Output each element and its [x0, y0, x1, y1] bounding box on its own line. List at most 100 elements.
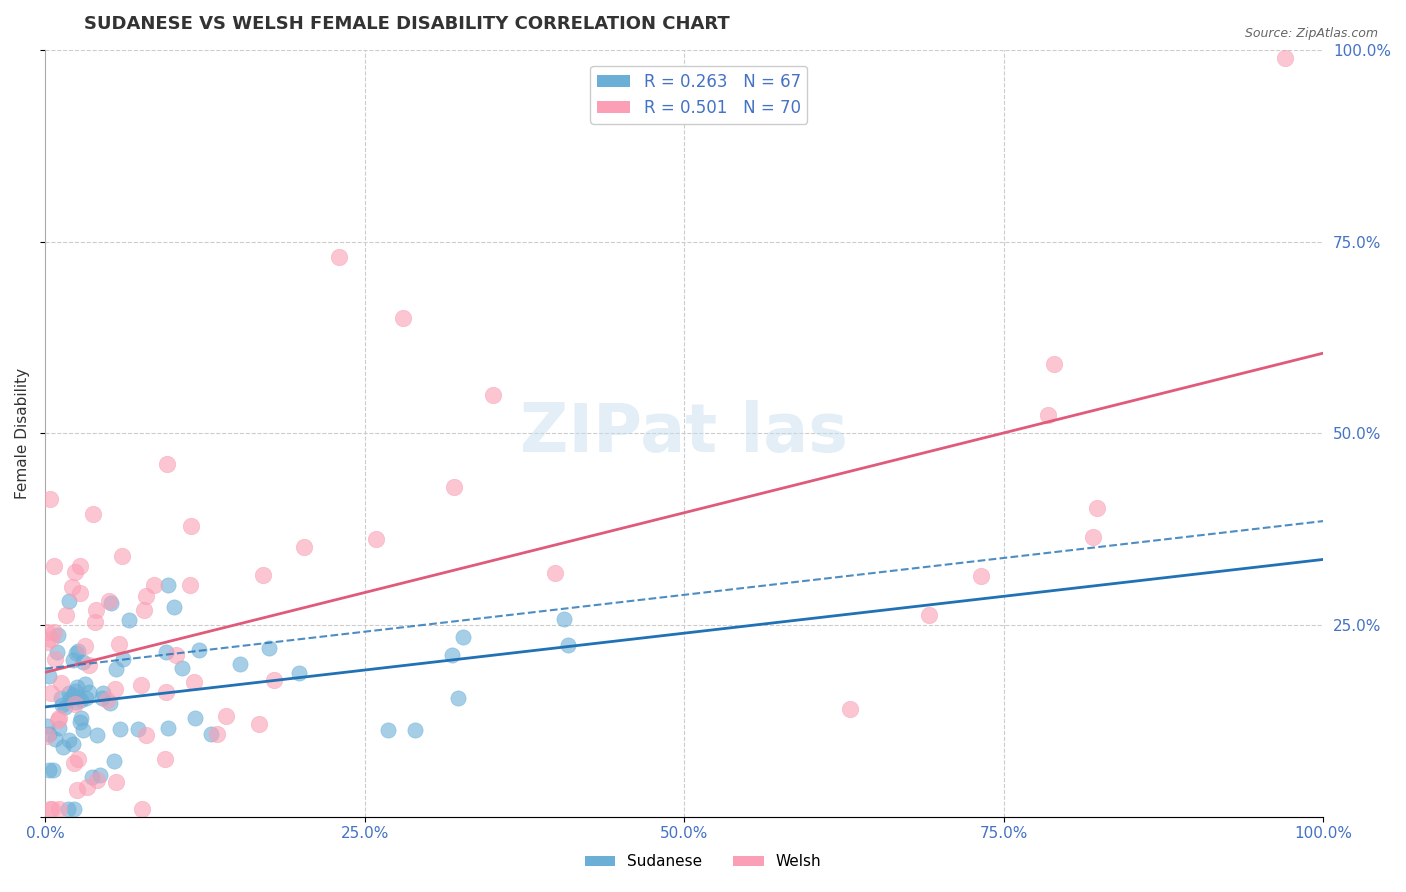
- Point: [69, 693, 91, 707]
- Point: [263, 673, 285, 687]
- Point: [155, 645, 177, 659]
- Point: [56, 802, 79, 816]
- Point: [51, 698, 73, 712]
- Point: [52, 739, 75, 754]
- Point: [49, 675, 72, 690]
- Point: [73, 677, 96, 691]
- Point: [39, 491, 62, 506]
- Point: [153, 752, 176, 766]
- Legend: Sudanese, Welsh: Sudanese, Welsh: [578, 848, 828, 875]
- Point: [252, 568, 274, 582]
- Point: [127, 722, 149, 736]
- Point: [544, 566, 567, 580]
- Point: [481, 388, 503, 402]
- Point: [38, 802, 60, 816]
- Point: [229, 657, 252, 672]
- Point: [135, 590, 157, 604]
- Point: [366, 532, 388, 546]
- Point: [42, 625, 65, 640]
- Point: [839, 702, 862, 716]
- Point: [111, 549, 134, 563]
- Point: [557, 639, 579, 653]
- Point: [46, 645, 69, 659]
- Point: [392, 311, 415, 326]
- Point: [35, 729, 58, 743]
- Point: [103, 754, 125, 768]
- Point: [292, 540, 315, 554]
- Point: [131, 802, 153, 816]
- Point: [44, 731, 66, 746]
- Point: [89, 767, 111, 781]
- Point: [82, 770, 104, 784]
- Point: [90, 690, 112, 705]
- Point: [69, 586, 91, 600]
- Point: [72, 655, 94, 669]
- Point: [156, 457, 179, 471]
- Point: [58, 686, 80, 700]
- Point: [62, 802, 84, 816]
- Point: [98, 696, 121, 710]
- Point: [46, 628, 69, 642]
- Point: [443, 480, 465, 494]
- Point: [76, 780, 98, 794]
- Point: [73, 639, 96, 653]
- Point: [84, 603, 107, 617]
- Point: [129, 677, 152, 691]
- Point: [63, 565, 86, 579]
- Point: [51, 690, 73, 705]
- Point: [86, 728, 108, 742]
- Point: [66, 644, 89, 658]
- Point: [72, 723, 94, 738]
- Point: [66, 680, 89, 694]
- Legend: R = 0.263   N = 67, R = 0.501   N = 70: R = 0.263 N = 67, R = 0.501 N = 70: [591, 66, 807, 123]
- Point: [404, 723, 426, 737]
- Point: [155, 684, 177, 698]
- Point: [172, 661, 194, 675]
- Point: [39, 686, 62, 700]
- Point: [1274, 50, 1296, 64]
- Point: [107, 637, 129, 651]
- Point: [93, 686, 115, 700]
- Point: [451, 630, 474, 644]
- Point: [96, 693, 118, 707]
- Point: [58, 733, 80, 747]
- Point: [215, 709, 238, 723]
- Text: Source: ZipAtlas.com: Source: ZipAtlas.com: [1244, 27, 1378, 40]
- Text: ZIPat las: ZIPat las: [520, 401, 848, 467]
- Point: [143, 578, 166, 592]
- Point: [1036, 409, 1059, 423]
- Point: [377, 723, 399, 737]
- Point: [58, 594, 80, 608]
- Point: [55, 608, 77, 623]
- Point: [66, 782, 89, 797]
- Point: [257, 641, 280, 656]
- Point: [134, 603, 156, 617]
- Point: [247, 717, 270, 731]
- Point: [553, 612, 575, 626]
- Point: [63, 683, 86, 698]
- Point: [105, 662, 128, 676]
- Point: [288, 665, 311, 680]
- Point: [84, 615, 107, 629]
- Point: [165, 648, 187, 662]
- Point: [63, 756, 86, 770]
- Point: [35, 635, 58, 649]
- Point: [180, 518, 202, 533]
- Point: [117, 613, 139, 627]
- Point: [200, 727, 222, 741]
- Point: [65, 646, 87, 660]
- Point: [77, 658, 100, 673]
- Text: SUDANESE VS WELSH FEMALE DISABILITY CORRELATION CHART: SUDANESE VS WELSH FEMALE DISABILITY CORR…: [83, 15, 730, 33]
- Point: [447, 690, 470, 705]
- Point: [1081, 531, 1104, 545]
- Point: [108, 722, 131, 736]
- Point: [179, 578, 201, 592]
- Point: [59, 692, 82, 706]
- Point: [38, 726, 60, 740]
- Point: [104, 681, 127, 696]
- Point: [38, 669, 60, 683]
- Point: [1085, 500, 1108, 515]
- Point: [62, 652, 84, 666]
- Y-axis label: Female Disability: Female Disability: [15, 368, 30, 499]
- Point: [38, 763, 60, 777]
